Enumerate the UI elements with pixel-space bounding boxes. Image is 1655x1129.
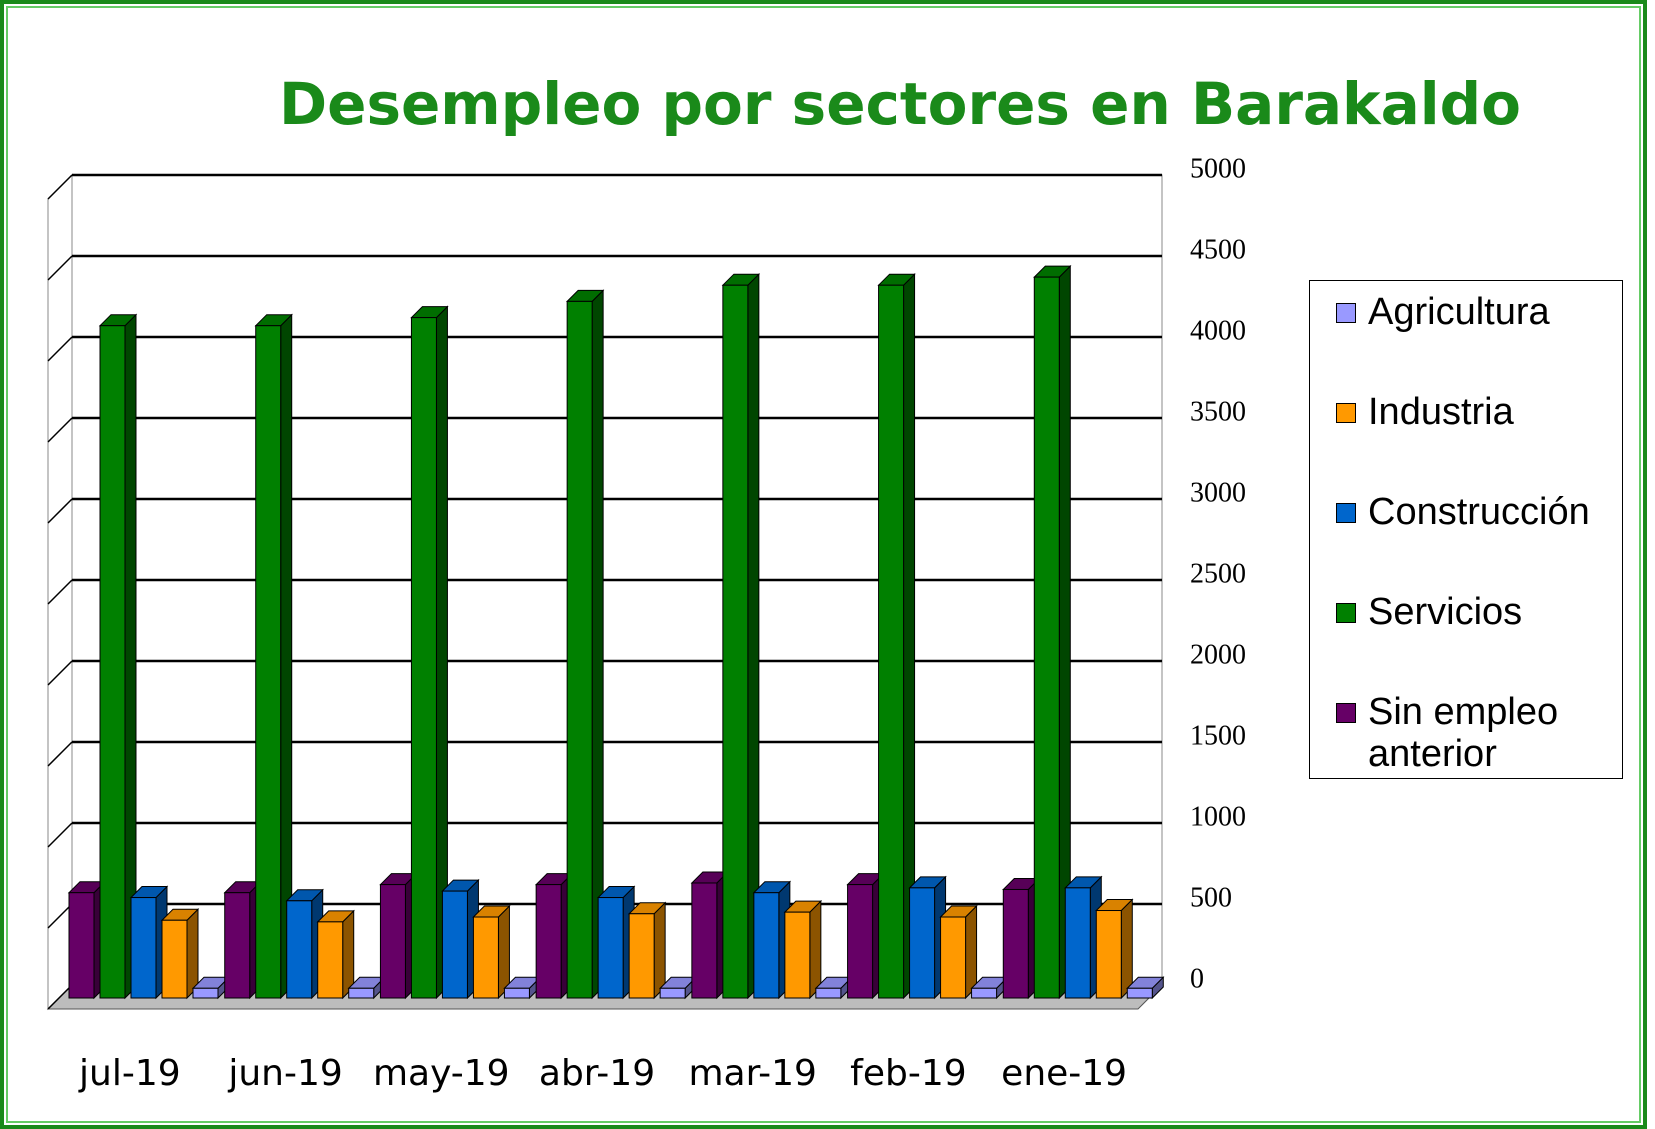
- legend-label: Servicios: [1368, 591, 1523, 633]
- bar-side: [809, 899, 822, 1000]
- bar: [1064, 887, 1091, 999]
- legend-item: Construcción: [1336, 491, 1598, 591]
- bar: [130, 897, 157, 999]
- x-tick-label: abr-19: [539, 1053, 655, 1094]
- legend-swatch: [1336, 403, 1356, 423]
- x-tick-label: jun-19: [227, 1053, 342, 1094]
- bar: [192, 987, 219, 999]
- bar: [909, 887, 936, 999]
- bar: [878, 284, 905, 999]
- bar-side: [591, 289, 604, 1000]
- bar: [99, 325, 126, 999]
- bar: [815, 987, 842, 999]
- grid-line: [47, 660, 73, 686]
- legend-swatch: [1336, 603, 1356, 623]
- y-tick-label: 1000: [1190, 801, 1246, 832]
- x-tick-label: may-19: [373, 1053, 510, 1094]
- grid-line: [47, 336, 73, 362]
- legend-label: Agricultura: [1368, 291, 1550, 333]
- bar: [348, 987, 375, 999]
- legend-item: Servicios: [1336, 591, 1598, 691]
- bar: [597, 897, 624, 999]
- legend: Agricultura Industria Construcción Servicio…: [1309, 280, 1623, 779]
- grid-line: [47, 174, 73, 200]
- legend-item: Agricultura: [1336, 291, 1598, 391]
- grid-line: [47, 741, 73, 767]
- bar: [753, 892, 780, 999]
- bar: [68, 892, 95, 999]
- bar: [503, 987, 530, 999]
- y-tick-label: 2000: [1190, 639, 1246, 670]
- bar-side: [1120, 898, 1133, 1000]
- bar: [317, 921, 344, 999]
- bar: [161, 919, 188, 999]
- bar-side: [280, 313, 293, 1000]
- y-tick-label: 0: [1190, 963, 1204, 994]
- x-tick-label: mar-19: [688, 1053, 816, 1094]
- bar: [255, 325, 282, 999]
- bar: [1126, 987, 1153, 999]
- bar: [535, 884, 562, 999]
- bar: [1002, 888, 1029, 999]
- x-tick-label: jul-19: [78, 1053, 181, 1094]
- bar: [1095, 910, 1122, 999]
- x-tick-label: ene-19: [1001, 1053, 1127, 1094]
- grid-line: [47, 417, 73, 443]
- bar: [566, 300, 593, 999]
- x-tick-label: feb-19: [850, 1053, 966, 1094]
- legend-label: Sin empleo anterior: [1368, 691, 1559, 775]
- bar: [784, 911, 811, 999]
- bar: [722, 284, 749, 999]
- bar: [379, 884, 406, 999]
- bar: [659, 987, 686, 999]
- legend-label: Industria: [1368, 391, 1514, 433]
- bar: [847, 884, 874, 999]
- chart-title: Desempleo por sectores en Barakaldo: [279, 70, 1521, 138]
- grid-line: [47, 822, 73, 848]
- bar-side: [653, 901, 666, 1000]
- bar-side: [965, 904, 978, 1000]
- y-tick-label: 5000: [1190, 153, 1246, 184]
- legend-swatch: [1336, 503, 1356, 523]
- y-tick-label: 4500: [1190, 234, 1246, 265]
- bar: [224, 892, 251, 999]
- y-tick-label: 1500: [1190, 720, 1246, 751]
- y-tick-label: 3500: [1190, 396, 1246, 427]
- grid-line: [47, 255, 73, 281]
- bar: [286, 900, 313, 999]
- bar: [441, 890, 468, 999]
- legend-swatch: [1336, 303, 1356, 323]
- y-tick-label: 500: [1190, 882, 1232, 913]
- bar: [691, 882, 718, 999]
- bar: [1033, 276, 1060, 999]
- legend-label: Construcción: [1368, 491, 1590, 533]
- y-tick-label: 2500: [1190, 558, 1246, 589]
- bar-side: [497, 904, 510, 1000]
- bar: [472, 916, 499, 999]
- legend-swatch: [1336, 703, 1356, 723]
- y-tick-label: 3000: [1190, 477, 1246, 508]
- grid-line: [47, 984, 73, 1010]
- bar: [628, 913, 655, 999]
- grid-line: [47, 498, 73, 524]
- legend-item: Industria: [1336, 391, 1598, 491]
- legend-item: Sin empleo anterior: [1336, 691, 1598, 791]
- y-tick-label: 4000: [1190, 315, 1246, 346]
- grid-line: [47, 903, 73, 929]
- bar: [940, 916, 967, 999]
- bar: [410, 317, 437, 999]
- grid-line: [47, 579, 73, 605]
- bar: [971, 987, 998, 999]
